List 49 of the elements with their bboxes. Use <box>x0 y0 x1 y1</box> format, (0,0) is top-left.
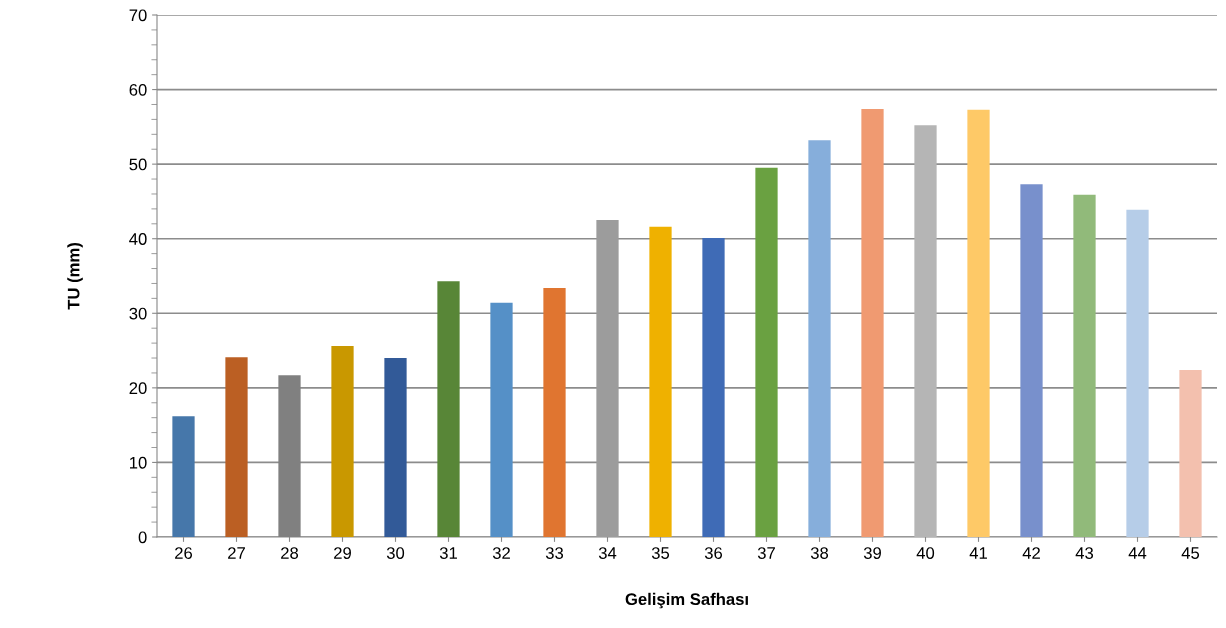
x-tick-label: 41 <box>969 547 987 559</box>
x-tick-label: 37 <box>757 547 775 559</box>
bar <box>861 108 884 537</box>
x-tick-label: 34 <box>598 547 617 559</box>
y-axis-title: TU (mm) <box>67 243 83 310</box>
x-axis-title: Gelişim Safhası <box>625 592 748 609</box>
bar <box>1020 184 1043 537</box>
y-tick-label: 0 <box>138 531 147 544</box>
x-tick-label: 28 <box>281 547 299 559</box>
x-tick-label: 35 <box>651 547 670 559</box>
x-tick-label: 44 <box>1128 547 1147 559</box>
y-tick-label: 70 <box>129 9 147 22</box>
x-tick-label: 27 <box>228 547 245 559</box>
bar <box>649 226 672 537</box>
x-tick-label: 30 <box>386 547 405 559</box>
x-tick-label: 39 <box>863 547 881 559</box>
x-tick-label: 38 <box>810 547 829 559</box>
bar <box>172 416 195 537</box>
bar <box>543 287 566 537</box>
bar <box>1073 194 1096 537</box>
bar <box>331 346 354 537</box>
x-tick-label: 40 <box>916 547 935 559</box>
y-tick-label: 10 <box>130 456 147 469</box>
bar <box>437 281 460 537</box>
bar <box>384 358 407 537</box>
y-tick-label: 30 <box>129 307 147 320</box>
bar <box>1126 209 1149 537</box>
x-tick-label: 42 <box>1022 547 1040 559</box>
y-tick-label: 60 <box>129 83 147 96</box>
x-tick-label: 32 <box>492 547 510 559</box>
bar <box>225 357 248 537</box>
bar <box>808 140 831 537</box>
bar <box>702 237 725 537</box>
x-tick-label: 31 <box>439 547 457 559</box>
x-tick-label: 26 <box>175 547 193 559</box>
y-tick-label: 40 <box>129 233 147 245</box>
x-tick-label: 36 <box>704 547 723 559</box>
bar <box>490 302 513 537</box>
x-tick-label: 45 <box>1181 547 1200 559</box>
bar <box>1179 369 1202 537</box>
y-tick-label: 50 <box>129 158 147 171</box>
bar <box>755 167 778 537</box>
x-tick-label: 29 <box>334 547 351 559</box>
x-tick-label: 33 <box>545 547 564 559</box>
bar <box>914 125 937 537</box>
y-tick-label: 20 <box>129 382 147 395</box>
x-tick-label: 43 <box>1075 547 1094 559</box>
bar <box>596 220 619 537</box>
bar <box>967 109 990 537</box>
